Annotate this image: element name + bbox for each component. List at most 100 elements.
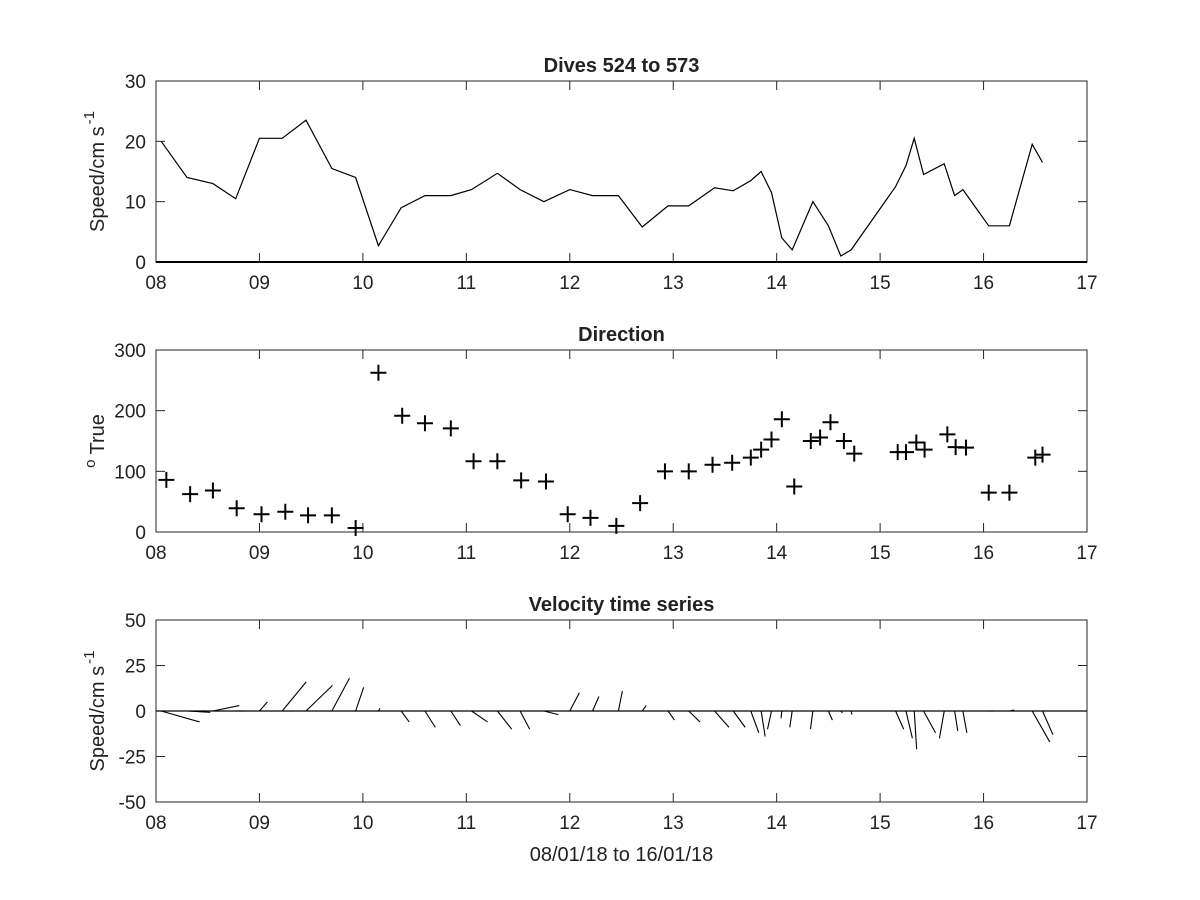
direction-marker [812, 429, 829, 446]
y-axis-label-superscript: o [82, 460, 99, 468]
velocity-vector [496, 710, 513, 730]
direction-marker [465, 453, 482, 470]
direction-marker [253, 506, 270, 523]
direction-marker [763, 431, 780, 448]
y-tick-label: 25 [125, 657, 146, 678]
velocity-vector [331, 677, 350, 712]
x-tick-label: 11 [456, 813, 476, 834]
x-tick-label: 08 [145, 813, 166, 834]
direction-marker [394, 407, 411, 424]
direction-marker [228, 500, 245, 517]
y-tick-label: 20 [125, 132, 146, 153]
x-tick-label: 11 [456, 543, 476, 564]
direction-marker [704, 456, 721, 473]
x-tick-label: 16 [973, 543, 994, 564]
direction-marker [442, 420, 459, 437]
direction-marker [846, 445, 863, 462]
direction-marker [347, 519, 364, 536]
direction-marker [1001, 484, 1018, 501]
velocity-vector [962, 710, 968, 733]
direction-marker [608, 517, 625, 534]
velocity-vector [450, 710, 461, 726]
x-tick-label: 17 [1076, 543, 1097, 564]
panel-title: Dives 524 to 573 [544, 55, 700, 77]
direction-marker [939, 426, 956, 443]
velocity-vector [895, 710, 905, 730]
direction-marker [802, 433, 819, 449]
velocity-vector [840, 710, 843, 714]
velocity-vector [400, 710, 410, 723]
x-tick-label: 09 [249, 273, 270, 294]
velocity-vector [424, 710, 436, 728]
y-tick-label: 100 [114, 462, 146, 483]
x-axis-label: 08/01/18 to 16/01/18 [530, 844, 714, 866]
direction-marker [582, 509, 599, 526]
direction-marker [753, 441, 770, 458]
y-axis-label-superscript: -1 [81, 651, 98, 664]
direction-marker [416, 415, 433, 432]
velocity-vector [471, 710, 488, 723]
velocity-vector [212, 705, 240, 712]
direction-marker [182, 486, 199, 503]
direction-marker [822, 414, 839, 431]
panel-title: Direction [578, 324, 665, 346]
direction-marker [300, 507, 317, 524]
velocity-vector [850, 710, 853, 715]
velocity-vector [688, 710, 701, 723]
direction-marker [724, 454, 741, 471]
y-tick-label: -25 [119, 748, 146, 769]
x-tick-label: 17 [1076, 813, 1097, 834]
direction-marker [656, 463, 673, 480]
velocity-vector [714, 710, 730, 728]
direction-marker [786, 478, 803, 495]
y-tick-label: 0 [135, 702, 146, 723]
direction-marker [1027, 449, 1044, 466]
velocity-vector [281, 681, 307, 712]
direction-marker [916, 441, 933, 458]
velocity-vector [954, 710, 959, 732]
x-tick-label: 15 [870, 813, 891, 834]
velocity-vector [377, 707, 381, 712]
x-tick-label: 10 [352, 273, 373, 294]
speed-series-line [160, 119, 1044, 257]
velocity-vector [259, 701, 268, 712]
speed-panel: 08 09 10 11 12 13 14 15 16 17 0 10 20 30 Dives 524 to … [81, 55, 1098, 294]
direction-marker [323, 507, 340, 524]
y-tick-label: 200 [114, 402, 146, 423]
direction-marker [835, 433, 852, 449]
y-axis-label: o True [82, 414, 109, 468]
x-tick-label: 12 [559, 543, 580, 564]
direction-panel: 08 09 10 11 12 13 14 15 16 17 0 100 200 300 Direction o… [82, 324, 1098, 564]
velocity-vector [543, 710, 559, 716]
direction-marker [1034, 446, 1051, 463]
velocity-vector [923, 710, 937, 734]
direction-marker [204, 482, 221, 499]
y-tick-label: 0 [135, 523, 146, 544]
velocity-vector [592, 696, 600, 712]
velocity-vector [809, 710, 814, 730]
direction-marker [632, 495, 649, 512]
velocity-vector [780, 710, 783, 719]
axes-box [155, 349, 1088, 533]
x-tick-label: 10 [352, 543, 373, 564]
y-tick-label: 10 [125, 193, 146, 214]
x-tick-label: 09 [249, 813, 270, 834]
direction-marker [537, 473, 554, 490]
y-axis-label: Speed/cm s -1 [81, 111, 109, 232]
velocity-vector [789, 710, 793, 728]
direction-marker [908, 434, 925, 451]
velocity-vector [187, 710, 211, 713]
x-tick-label: 15 [870, 273, 891, 294]
y-tick-label: 300 [114, 341, 146, 362]
direction-marker [957, 439, 974, 456]
x-tick-label: 13 [663, 813, 684, 834]
x-tick-label: 08 [145, 273, 166, 294]
velocity-vector [519, 710, 531, 730]
velocity-vector [305, 685, 333, 712]
direction-marker [773, 411, 790, 428]
panel-title: Velocity time series [529, 594, 715, 616]
velocity-vector [667, 710, 675, 721]
x-tick-label: 16 [973, 273, 994, 294]
y-tick-label: 50 [125, 611, 146, 632]
